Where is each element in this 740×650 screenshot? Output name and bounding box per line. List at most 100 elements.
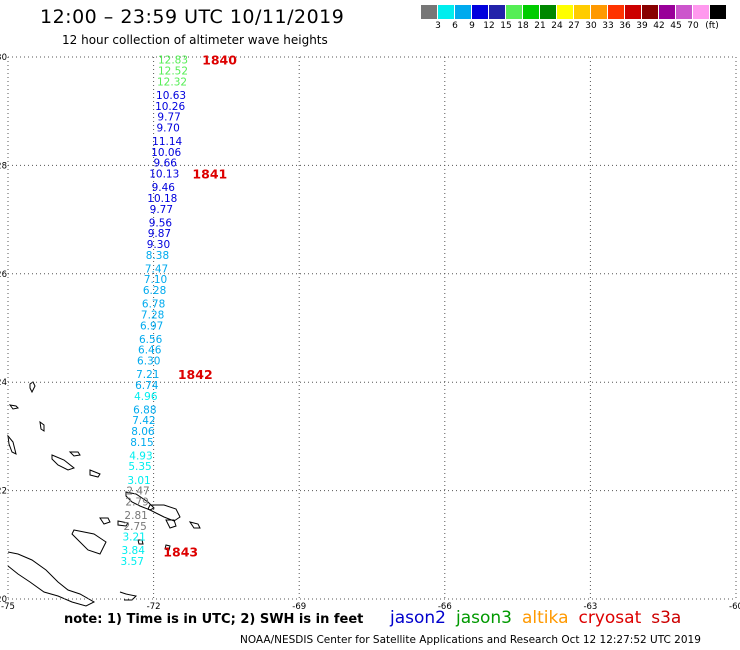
wave-height-value: 6.78 xyxy=(142,299,165,311)
legend-swatch xyxy=(710,5,727,19)
wave-height-value: 3.84 xyxy=(122,545,146,557)
legend-swatch xyxy=(557,5,574,19)
map-title: 12:00 – 23:59 UTC 10/11/2019 xyxy=(40,6,345,28)
lon-tick-label: -69 xyxy=(292,602,306,612)
turks-caicos-island xyxy=(188,521,201,529)
lat-tick-label: 28 xyxy=(0,161,7,171)
legend-swatch xyxy=(693,5,710,19)
legend-swatch xyxy=(625,5,642,19)
turks-caicos-island xyxy=(165,519,177,529)
lat-tick-label: 24 xyxy=(0,378,7,388)
legend-swatch xyxy=(642,5,659,19)
bahamas-island xyxy=(7,434,17,455)
satellite-label: s3a xyxy=(651,608,682,628)
wave-height-value: 2.81 xyxy=(124,510,147,522)
bahamas-island xyxy=(164,544,171,551)
lat-tick-label: 20 xyxy=(0,595,7,605)
wave-height-value: 4.93 xyxy=(129,450,152,462)
legend-tick: 27 xyxy=(568,21,580,31)
wave-height-value: 3.57 xyxy=(121,556,144,568)
legend-tick: 18 xyxy=(517,21,529,31)
legend-swatch xyxy=(591,5,608,19)
wave-height-value: 5.35 xyxy=(128,461,151,473)
legend-swatch xyxy=(472,5,489,19)
wave-height-value: 2.47 xyxy=(126,486,149,498)
wave-height-value: 7.10 xyxy=(144,274,167,286)
bahamas-island xyxy=(117,520,129,527)
color-legend: 3 6 9 12 15 18 21 24 27 30 33 36 39 42 45 70 (ft) xyxy=(421,5,727,31)
wave-height-value: 9.30 xyxy=(147,239,170,251)
lon-tick-label: -66 xyxy=(438,602,452,612)
map-subtitle: 12 hour collection of altimeter wave hei… xyxy=(62,33,328,47)
bahamas-island xyxy=(29,381,36,394)
wave-height-value: 7.47 xyxy=(145,263,168,275)
legend-tick: 9 xyxy=(469,21,475,31)
wave-height-value: 8.38 xyxy=(146,250,169,262)
wave-height-value: 6.46 xyxy=(138,345,162,357)
wave-height-value: 9.66 xyxy=(154,158,178,170)
pass-time-label: 1841 xyxy=(192,167,227,182)
satellite-legend: jason2 jason3 altika cryosat s3a xyxy=(390,608,691,628)
wave-height-value: 9.70 xyxy=(156,122,179,134)
legend-swatch xyxy=(540,5,557,19)
wave-height-value: 12.83 xyxy=(158,55,188,67)
legend-tick: 30 xyxy=(585,21,597,31)
wave-height-value: 11.14 xyxy=(152,136,182,148)
wave-height-value: 9.56 xyxy=(149,217,173,229)
lon-tick-label: -72 xyxy=(147,602,161,612)
bahamas-island xyxy=(8,404,20,410)
pass-time-label: 1840 xyxy=(202,53,237,68)
wave-height-value: 6.56 xyxy=(139,334,163,346)
lat-tick-label: 30 xyxy=(0,53,7,63)
legend-tick: 6 xyxy=(452,21,458,31)
legend-tick: 15 xyxy=(500,21,512,31)
legend-tick: 3 xyxy=(435,21,441,31)
wave-height-value: 12.52 xyxy=(158,66,188,78)
cuba-coast xyxy=(7,551,96,607)
wave-height-value: 9.46 xyxy=(152,182,176,194)
legend-swatch xyxy=(438,5,455,19)
wave-height-value: 6.30 xyxy=(137,356,160,368)
legend-swatch xyxy=(421,5,438,19)
legend-tick: 45 xyxy=(670,21,682,31)
legend-swatch xyxy=(489,5,506,19)
wave-height-value: 7.21 xyxy=(136,369,159,381)
wave-height-value: 4.96 xyxy=(134,391,158,403)
wave-height-value: 2.75 xyxy=(123,521,146,533)
wave-height-value: 9.87 xyxy=(148,228,171,240)
bahamas-island xyxy=(89,469,101,478)
wave-height-value: 6.74 xyxy=(135,380,159,392)
bahamas-island xyxy=(137,539,144,545)
satellite-label: altika xyxy=(522,608,569,628)
wave-height-value: 8.15 xyxy=(130,437,153,449)
wave-height-value: 3.21 xyxy=(122,532,145,544)
wave-height-value: 6.28 xyxy=(143,285,166,297)
lon-tick-label: -60 xyxy=(729,602,740,612)
legend-swatch xyxy=(676,5,693,19)
wave-height-value: 9.77 xyxy=(150,204,173,216)
legend-tick-labels: 3 6 9 12 15 18 21 24 27 30 33 36 39 42 45 70 (ft) xyxy=(421,19,727,31)
lat-lon-grid xyxy=(7,56,737,600)
bahamas-island xyxy=(68,451,81,457)
legend-tick: 12 xyxy=(483,21,495,31)
bahamas-island xyxy=(51,454,76,471)
coastline xyxy=(7,381,201,607)
altimeter-track: 12.8312.5212.3210.6310.269.779.7011.1410… xyxy=(121,55,188,568)
lat-tick-label: 26 xyxy=(0,270,7,280)
wave-height-value: 8.06 xyxy=(131,426,155,438)
wave-height-value: 7.42 xyxy=(132,415,155,427)
legend-swatch xyxy=(506,5,523,19)
wave-height-value: 6.88 xyxy=(133,404,156,416)
wave-height-value: 2.79 xyxy=(125,496,148,508)
footnote: note: 1) Time is in UTC; 2) SWH is in fe… xyxy=(64,612,364,627)
legend-unit: (ft) xyxy=(705,21,719,31)
wave-height-value: 10.63 xyxy=(156,90,186,102)
bahamas-island xyxy=(99,517,111,525)
lon-tick-label: -75 xyxy=(1,602,15,612)
legend-tick: 39 xyxy=(636,21,648,31)
legend-tick: 33 xyxy=(602,21,614,31)
credit-line: NOAA/NESDIS Center for Satellite Applica… xyxy=(240,634,701,646)
axis-labels: -75 -72 -69 -66 -63 -60 30 28 26 24 22 20 xyxy=(0,53,740,612)
lat-tick-label: 22 xyxy=(0,487,7,497)
